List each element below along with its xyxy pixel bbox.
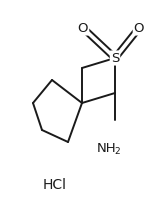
Text: 2: 2 <box>114 147 120 155</box>
Text: NH: NH <box>97 142 117 155</box>
Text: HCl: HCl <box>43 178 67 192</box>
Text: O: O <box>78 21 88 34</box>
Text: O: O <box>134 21 144 34</box>
Text: S: S <box>111 51 119 64</box>
